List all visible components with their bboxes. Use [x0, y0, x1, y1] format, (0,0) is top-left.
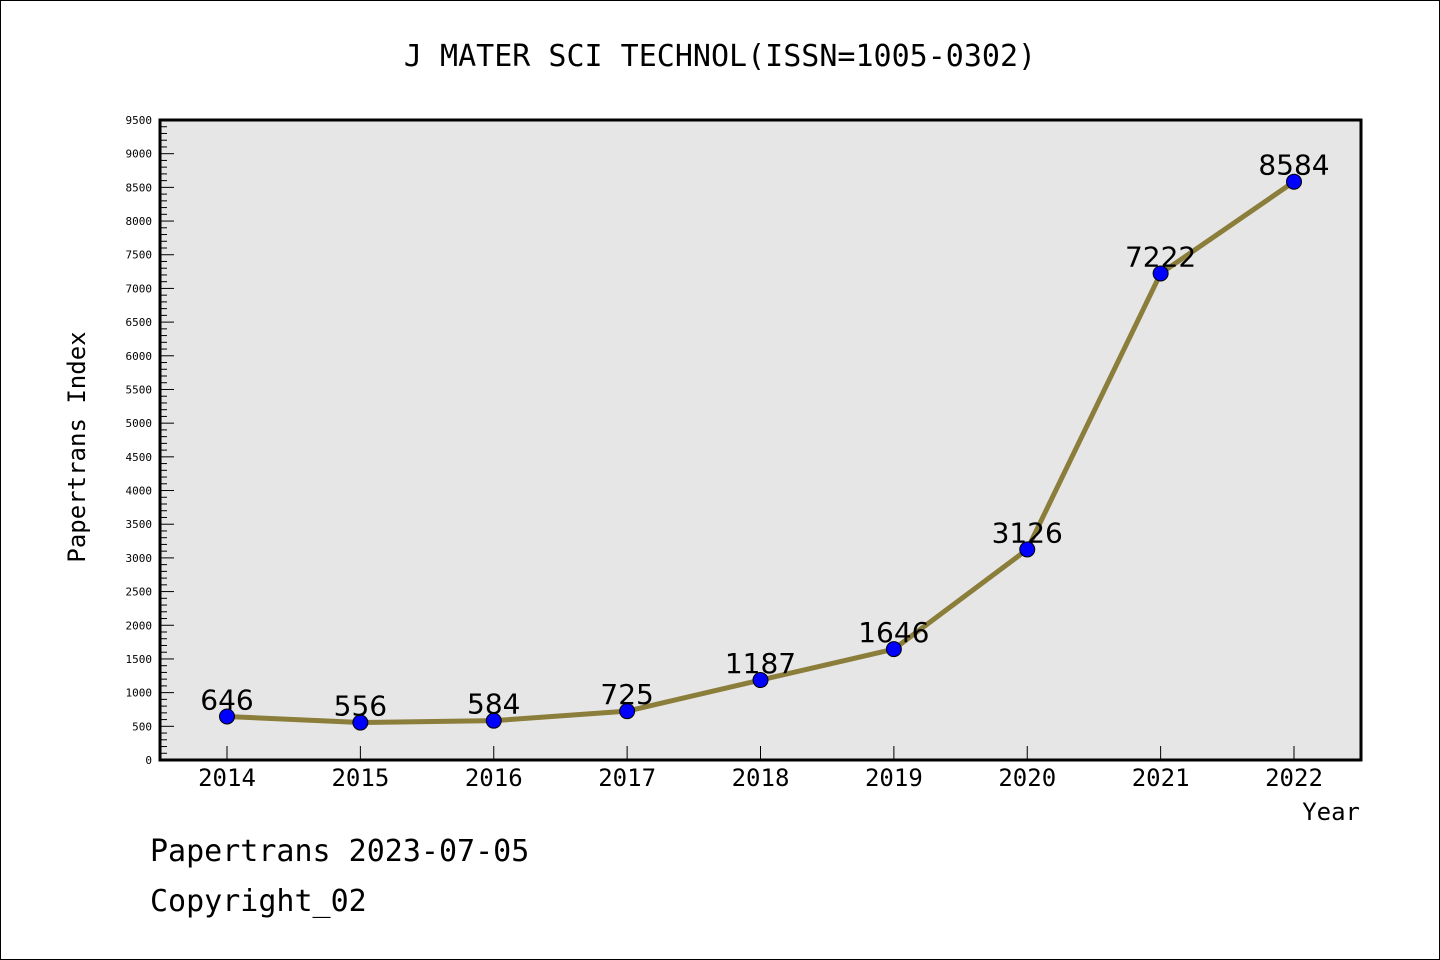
y-tick-label: 5000: [126, 417, 153, 430]
data-point: [619, 703, 636, 720]
x-tick-label: 2016: [465, 764, 523, 792]
chart-title: J MATER SCI TECHNOL(ISSN=1005-0302): [404, 39, 1036, 74]
data-point: [1286, 173, 1302, 190]
data-label: 1646: [858, 616, 929, 649]
y-tick-label: 1000: [126, 687, 153, 700]
y-tick-label: 2500: [126, 586, 153, 599]
series-layer: [219, 173, 1302, 731]
y-tick-label: 6000: [126, 350, 153, 363]
x-tick-label: 2018: [732, 764, 790, 792]
y-tick-label: 1500: [126, 653, 153, 666]
data-label: 725: [600, 678, 653, 711]
y-tick-label: 4000: [126, 485, 153, 498]
y-tick-label: 3000: [126, 552, 153, 565]
data-label: 7222: [1125, 240, 1196, 273]
data-label: 8584: [1258, 149, 1329, 182]
x-tick-label: 2021: [1132, 764, 1190, 792]
x-axis: 2014 2015 2016 2017 2018 2019 2020 2021 2022: [198, 746, 1323, 792]
plot-area: [158, 118, 1363, 762]
y-tick-label: 2000: [126, 619, 153, 632]
y-tick-label: 3500: [126, 518, 153, 531]
y-tick-label: 6500: [126, 316, 153, 329]
data-point: [1152, 265, 1169, 282]
data-point: [219, 708, 235, 725]
x-tick-label: 2017: [598, 764, 656, 792]
x-tick-label: 2014: [198, 764, 256, 792]
data-point: [752, 672, 769, 689]
data-label: 584: [467, 688, 520, 721]
y-tick-label: 0: [145, 754, 152, 767]
y-tick-label: 9500: [126, 114, 153, 127]
data-point: [1019, 541, 1036, 558]
data-label: 1187: [725, 647, 796, 680]
y-tick-label: 4500: [126, 451, 153, 464]
y-axis-label: Papertrans Index: [63, 331, 91, 562]
y-axis: 0 500 1000 1500 2000 2500 3000 3500 4000 4500 5000…: [126, 114, 174, 767]
footer-source: Papertrans 2023-07-05: [150, 834, 530, 869]
data-label: 556: [334, 690, 387, 723]
x-tick-label: 2022: [1265, 764, 1323, 792]
data-point: [885, 641, 902, 658]
y-tick-label: 8500: [126, 181, 153, 194]
y-tick-label: 7000: [126, 282, 153, 295]
footer-copyright: Copyright_02: [150, 884, 367, 919]
data-label-layer: 646 556 584 725 1187 1646 3126 7222 8584: [200, 149, 1329, 723]
x-tick-label: 2015: [331, 764, 389, 792]
x-axis-label: Year: [1302, 798, 1360, 826]
y-tick-label: 7500: [126, 249, 153, 262]
data-label: 646: [200, 683, 253, 716]
data-point: [485, 712, 502, 729]
data-point: [352, 714, 369, 731]
x-tick-label: 2020: [998, 764, 1056, 792]
y-tick-label: 9000: [126, 148, 153, 161]
y-tick-label: 8000: [126, 215, 153, 228]
x-tick-label: 2019: [865, 764, 923, 792]
y-tick-label: 500: [132, 720, 152, 733]
data-label: 3126: [992, 516, 1063, 549]
y-tick-label: 5500: [126, 383, 153, 396]
